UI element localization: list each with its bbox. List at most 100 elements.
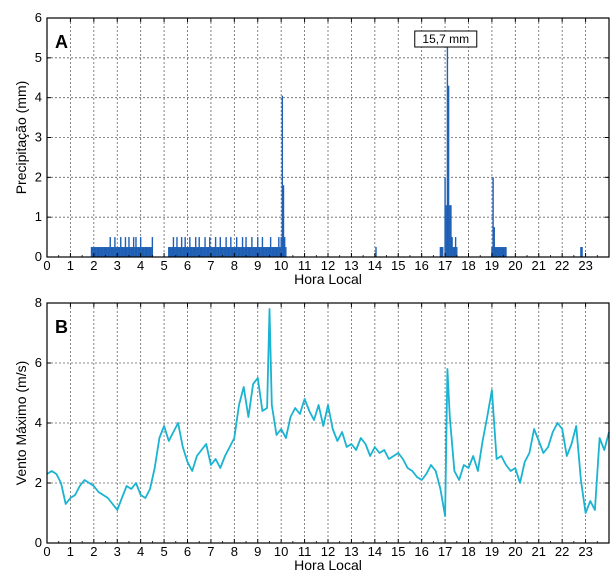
x-axis-label: Hora Local: [294, 557, 362, 573]
x-tick-label: 10: [274, 544, 288, 559]
bar: [224, 247, 226, 257]
bar: [446, 45, 449, 258]
x-tick-label: 12: [321, 544, 335, 559]
x-tick-label: 19: [485, 258, 499, 273]
x-tick-label: 16: [414, 544, 428, 559]
bar: [442, 247, 444, 257]
bar: [285, 247, 287, 257]
bar: [251, 237, 253, 257]
bar: [504, 247, 506, 257]
x-tick-label: 7: [207, 544, 214, 559]
bar: [104, 247, 107, 257]
bar: [121, 247, 123, 257]
bar: [502, 247, 505, 257]
bar: [241, 237, 244, 257]
annotation-text: 15,7 mm: [422, 32, 469, 46]
bar: [144, 247, 147, 257]
bar: [278, 237, 280, 257]
bar: [233, 247, 236, 257]
bar: [226, 247, 229, 257]
bar: [115, 247, 117, 257]
x-tick-label: 17: [438, 544, 452, 559]
bar: [107, 247, 109, 257]
bar: [182, 247, 184, 257]
bar: [240, 247, 243, 257]
bar: [127, 247, 129, 257]
bar: [142, 247, 144, 257]
bar: [129, 247, 131, 257]
bar: [272, 247, 274, 257]
bar: [266, 247, 268, 257]
bar: [131, 247, 134, 257]
x-tick-label: 5: [160, 544, 167, 559]
bar: [191, 247, 193, 257]
bar: [200, 247, 203, 257]
bar: [271, 247, 273, 257]
y-tick-label: 2: [35, 169, 42, 184]
x-tick-label: 22: [555, 544, 569, 559]
bar: [220, 247, 223, 257]
bar: [248, 247, 251, 257]
x-tick-label: 6: [184, 544, 191, 559]
x-tick-label: 21: [532, 544, 546, 559]
bar: [199, 247, 202, 257]
bar: [581, 247, 583, 257]
bar: [497, 247, 499, 257]
y-tick-label: 0: [35, 249, 42, 264]
bar: [100, 247, 102, 257]
x-tick-label: 1: [67, 544, 74, 559]
x-tick-label: 19: [485, 544, 499, 559]
bar: [440, 247, 443, 257]
y-tick-label: 5: [35, 50, 42, 65]
bar: [206, 247, 209, 257]
x-tick-label: 10: [274, 258, 288, 273]
bar: [231, 247, 233, 257]
x-tick-label: 13: [344, 258, 358, 273]
panel-a: 0 1 2 3 4 5 6 7 8 9 10 11 12 13 14 15 16 17 18 19 20 21 22 2301…: [13, 10, 610, 287]
bar: [203, 247, 205, 257]
bar: [269, 237, 272, 257]
x-tick-label: 3: [114, 544, 121, 559]
y-tick-label: 2: [35, 475, 42, 490]
x-tick-label: 3: [114, 258, 121, 273]
panel-b: 0 1 2 3 4 5 6 7 8 9 10 11 12 13 14 15 16 17 18 19 20 21 22 2302…: [13, 295, 610, 573]
bar: [255, 247, 258, 257]
bar: [93, 247, 95, 257]
bar: [197, 247, 199, 257]
bar: [275, 247, 278, 257]
bar: [237, 247, 239, 257]
bar: [118, 247, 121, 257]
bar: [111, 247, 114, 257]
bar: [148, 247, 150, 257]
annotation-box: [414, 30, 478, 48]
bar: [232, 247, 234, 257]
bar: [198, 237, 200, 257]
bar: [449, 205, 451, 257]
bar: [495, 247, 498, 257]
bar: [264, 247, 266, 257]
bar: [141, 247, 143, 257]
bar: [170, 247, 172, 257]
bar: [123, 247, 125, 257]
bar: [279, 247, 281, 257]
bar: [108, 247, 110, 257]
x-axis-label: Hora Local: [294, 271, 362, 287]
bar: [150, 247, 152, 257]
bar: [98, 247, 101, 257]
bar: [223, 247, 225, 257]
bar: [281, 95, 284, 257]
bar: [257, 237, 259, 257]
bar: [120, 237, 122, 257]
bar: [505, 247, 507, 257]
bar: [194, 237, 197, 257]
bar: [580, 247, 582, 257]
bar: [228, 247, 231, 257]
bar: [210, 247, 212, 257]
bar: [176, 237, 178, 257]
bar: [193, 247, 196, 257]
bar: [245, 237, 247, 257]
x-tick-label: 12: [321, 258, 335, 273]
bar: [138, 247, 141, 257]
bar: [180, 237, 183, 257]
